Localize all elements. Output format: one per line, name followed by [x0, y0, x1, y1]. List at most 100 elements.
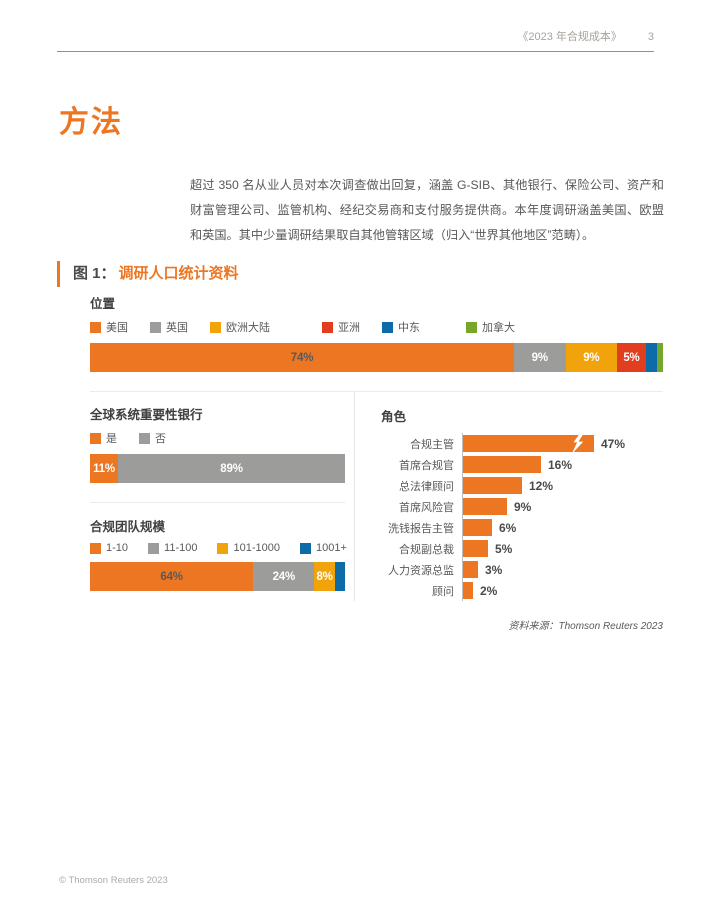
role-category-label: 首席合规官: [399, 459, 454, 472]
figure-title: 调研人口统计资料: [118, 265, 239, 282]
role-category-label: 合规副总裁: [399, 543, 454, 556]
bar-value-label: 64%: [160, 570, 183, 583]
bar-value-label: 74%: [290, 351, 314, 364]
bar-segment: 9%: [565, 343, 618, 372]
legend-label: 101-1000: [233, 542, 280, 554]
legend-item: 亚洲: [322, 319, 360, 335]
copyright-notice: © Thomson Reuters 2023: [59, 875, 168, 886]
intro-paragraph: 超过 350 名从业人员对本次调查做出回复，涵盖 G-SIB、其他银行、保险公司…: [190, 178, 664, 242]
legend-item: 11-100: [148, 542, 197, 554]
role-value-label: 6%: [499, 520, 517, 535]
bar-segment: 89%: [118, 454, 345, 483]
horizontal-divider: [90, 502, 345, 503]
role-value-label: 5%: [495, 541, 513, 556]
role-bar-cell: 2%: [462, 580, 663, 601]
bar-segment: 5%: [617, 343, 646, 372]
legend-swatch: [382, 321, 393, 333]
role-bar-cell: 47%: [462, 433, 663, 454]
horizontal-divider: [90, 391, 663, 392]
role-bar: [463, 540, 488, 557]
section-title: 方法: [59, 106, 123, 139]
bar-segment: 8%: [314, 562, 335, 591]
role-row: 合规主管 47%: [381, 433, 663, 454]
legend-label: 中东: [398, 322, 420, 334]
legend-item: 加拿大: [466, 319, 515, 335]
role-bar-cell: 6%: [462, 517, 663, 538]
role-bar-cell: 5%: [462, 538, 663, 559]
legend-label: 美国: [106, 322, 128, 334]
legend-gsib: 是否: [90, 430, 345, 446]
role-category-label: 合规主管: [410, 438, 454, 451]
role-category-label: 首席风险官: [399, 501, 454, 514]
chart-columns: 全球系统重要性银行 是否 11% 89% 合规团队规模 1-10 11-100 101…: [90, 392, 663, 601]
legend-team-size: 1-10 11-100 101-1000 1001+: [90, 542, 347, 554]
bar-segment: [645, 343, 658, 372]
bar-value-label: 9%: [531, 351, 548, 364]
role-value-label: 12%: [529, 478, 554, 493]
legend-swatch: [139, 432, 150, 444]
role-bar-cell: 9%: [462, 496, 663, 517]
axis-break-icon: [571, 433, 584, 454]
bar-value-label: 9%: [583, 351, 600, 364]
legend-label: 是: [106, 433, 117, 445]
role-row: 顾问 2%: [381, 580, 663, 601]
bar-segment: 24%: [253, 562, 315, 591]
role-row: 首席风险官 9%: [381, 496, 663, 517]
role-value-label: 3%: [485, 562, 503, 577]
bar-value-label: 24%: [272, 570, 296, 583]
bar-segment: 74%: [90, 343, 515, 372]
legend-item: 欧洲大陆: [210, 319, 270, 335]
legend-swatch: [150, 321, 161, 333]
stacked-bar-team-size: 64% 24% 8%: [90, 562, 345, 591]
figure-heading: 图 1： 调研人口统计资料: [57, 261, 239, 287]
legend-label: 加拿大: [482, 322, 515, 334]
role-bar-cell: 16%: [462, 454, 663, 475]
role-value-label: 2%: [480, 583, 498, 598]
legend-item: 1001+: [299, 542, 347, 554]
roles-bar-chart: 合规主管 47% 首席合规官 16% 总法律顾问 12% 首席风险官 9% 洗钱报告主管 6% 合规…: [381, 433, 663, 601]
legend-label: 亚洲: [338, 322, 360, 334]
legend-item: 是: [90, 430, 117, 446]
role-category-label: 人力资源总监: [388, 564, 454, 577]
legend-item: 101-1000: [217, 542, 280, 554]
page-number: 3: [647, 31, 654, 43]
legend-swatch: [90, 432, 101, 444]
legend-label: 11-100: [164, 542, 198, 554]
figure-1-charts: 位置 美国 英国 欧洲大陆 亚洲 中东 加拿大 74% 9% 9% 5% 全球系统重要性银行 是…: [90, 293, 663, 632]
legend-item: 否: [139, 430, 166, 446]
role-bar: [463, 456, 541, 473]
stacked-bar-gsib: 11% 89%: [90, 454, 345, 483]
role-bar-cell: 3%: [462, 559, 663, 580]
role-bar: [463, 433, 594, 454]
legend-label: 1001+: [315, 542, 347, 554]
role-row: 首席合规官 16%: [381, 454, 663, 475]
legend-swatch: [322, 321, 333, 333]
role-category-label: 洗钱报告主管: [388, 522, 454, 535]
bar-segment: [657, 343, 663, 372]
legend-swatch: [466, 321, 477, 333]
legend-label: 否: [155, 433, 166, 445]
legend-location: 美国 英国 欧洲大陆 亚洲 中东 加拿大: [90, 319, 663, 335]
role-row: 合规副总裁 5%: [381, 538, 663, 559]
legend-label: 1-10: [106, 542, 129, 554]
role-category-label: 顾问: [432, 585, 454, 598]
source-note: 资料来源：Thomson Reuters 2023: [508, 621, 663, 632]
left-column: 全球系统重要性银行 是否 11% 89% 合规团队规模 1-10 11-100 101…: [90, 392, 355, 601]
role-bar: [463, 519, 492, 536]
legend-item: 1-10: [90, 542, 128, 554]
stacked-bar-location: 74% 9% 9% 5%: [90, 343, 663, 372]
role-row: 洗钱报告主管 6%: [381, 517, 663, 538]
axis-break-icon: [571, 433, 584, 454]
bar-segment: [334, 562, 345, 591]
role-value-label: 9%: [514, 499, 532, 514]
legend-swatch: [210, 321, 221, 333]
header-document-title: 《2023 年合规成本》: [517, 31, 622, 43]
chart-section-gsib: 全球系统重要性银行 是否 11% 89%: [90, 404, 345, 483]
role-value-label: 16%: [548, 457, 573, 472]
right-column: 角色 合规主管 47% 首席合规官 16% 总法律顾问 12% 首席风险官 9% 洗钱报告主管 6…: [355, 392, 663, 601]
chart-title-location: 位置: [90, 297, 116, 311]
chart-title-gsib: 全球系统重要性银行: [90, 408, 203, 422]
chart-section-team-size: 合规团队规模 1-10 11-100 101-1000 1001+ 64% 24% 8%: [90, 516, 347, 591]
legend-item: 英国: [150, 319, 188, 335]
